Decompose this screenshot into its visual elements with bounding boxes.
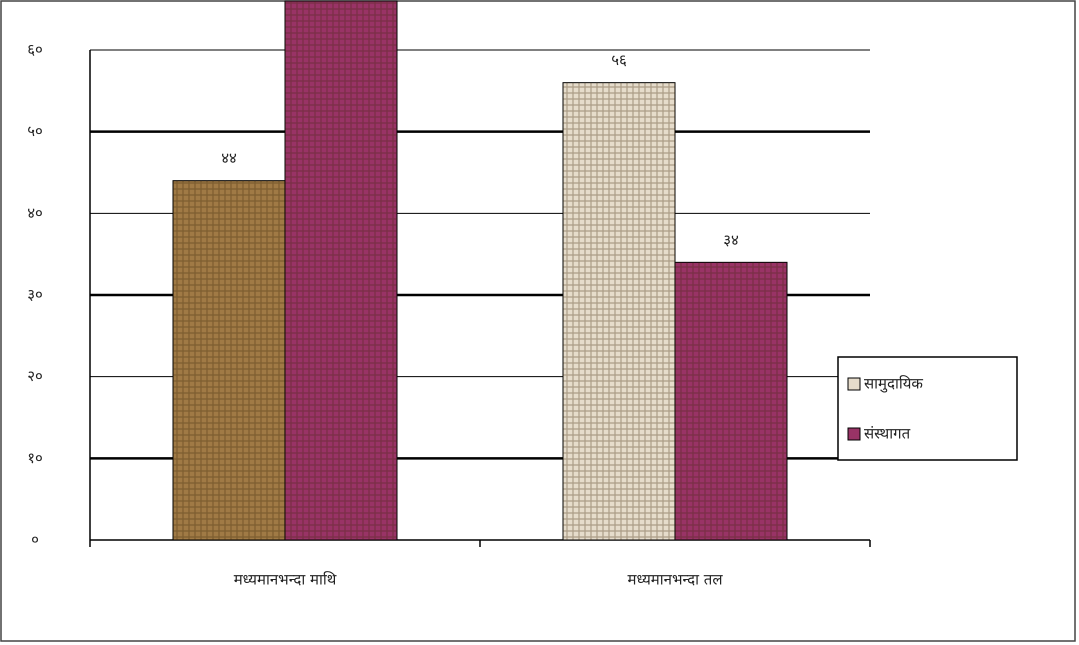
legend-label: सामुदायिक [864,375,923,394]
bar-texture [675,262,787,540]
y-tick-label: ४० [27,204,43,222]
legend [837,356,1018,461]
legend-label: संस्थागत [864,425,911,443]
x-tick-label: मध्यमानभन्दा तल [627,571,723,589]
value-label: ५६ [611,51,627,69]
y-tick-label: ३० [27,286,43,304]
value-label: ४४ [221,149,237,167]
value-label: ३४ [723,231,739,249]
y-tick-label: ६० [27,41,43,59]
bar-texture [285,1,397,540]
x-tick-label: मध्यमानभन्दा माथि [234,571,337,589]
y-tick-label: ० [31,531,39,549]
legend-swatch [847,377,861,391]
y-tick-label: ५० [27,122,43,140]
y-tick-label: २० [27,367,43,385]
bar-texture [173,180,285,540]
bar-texture [563,82,675,541]
legend-swatch [847,427,861,441]
y-tick-label: १० [27,449,43,467]
